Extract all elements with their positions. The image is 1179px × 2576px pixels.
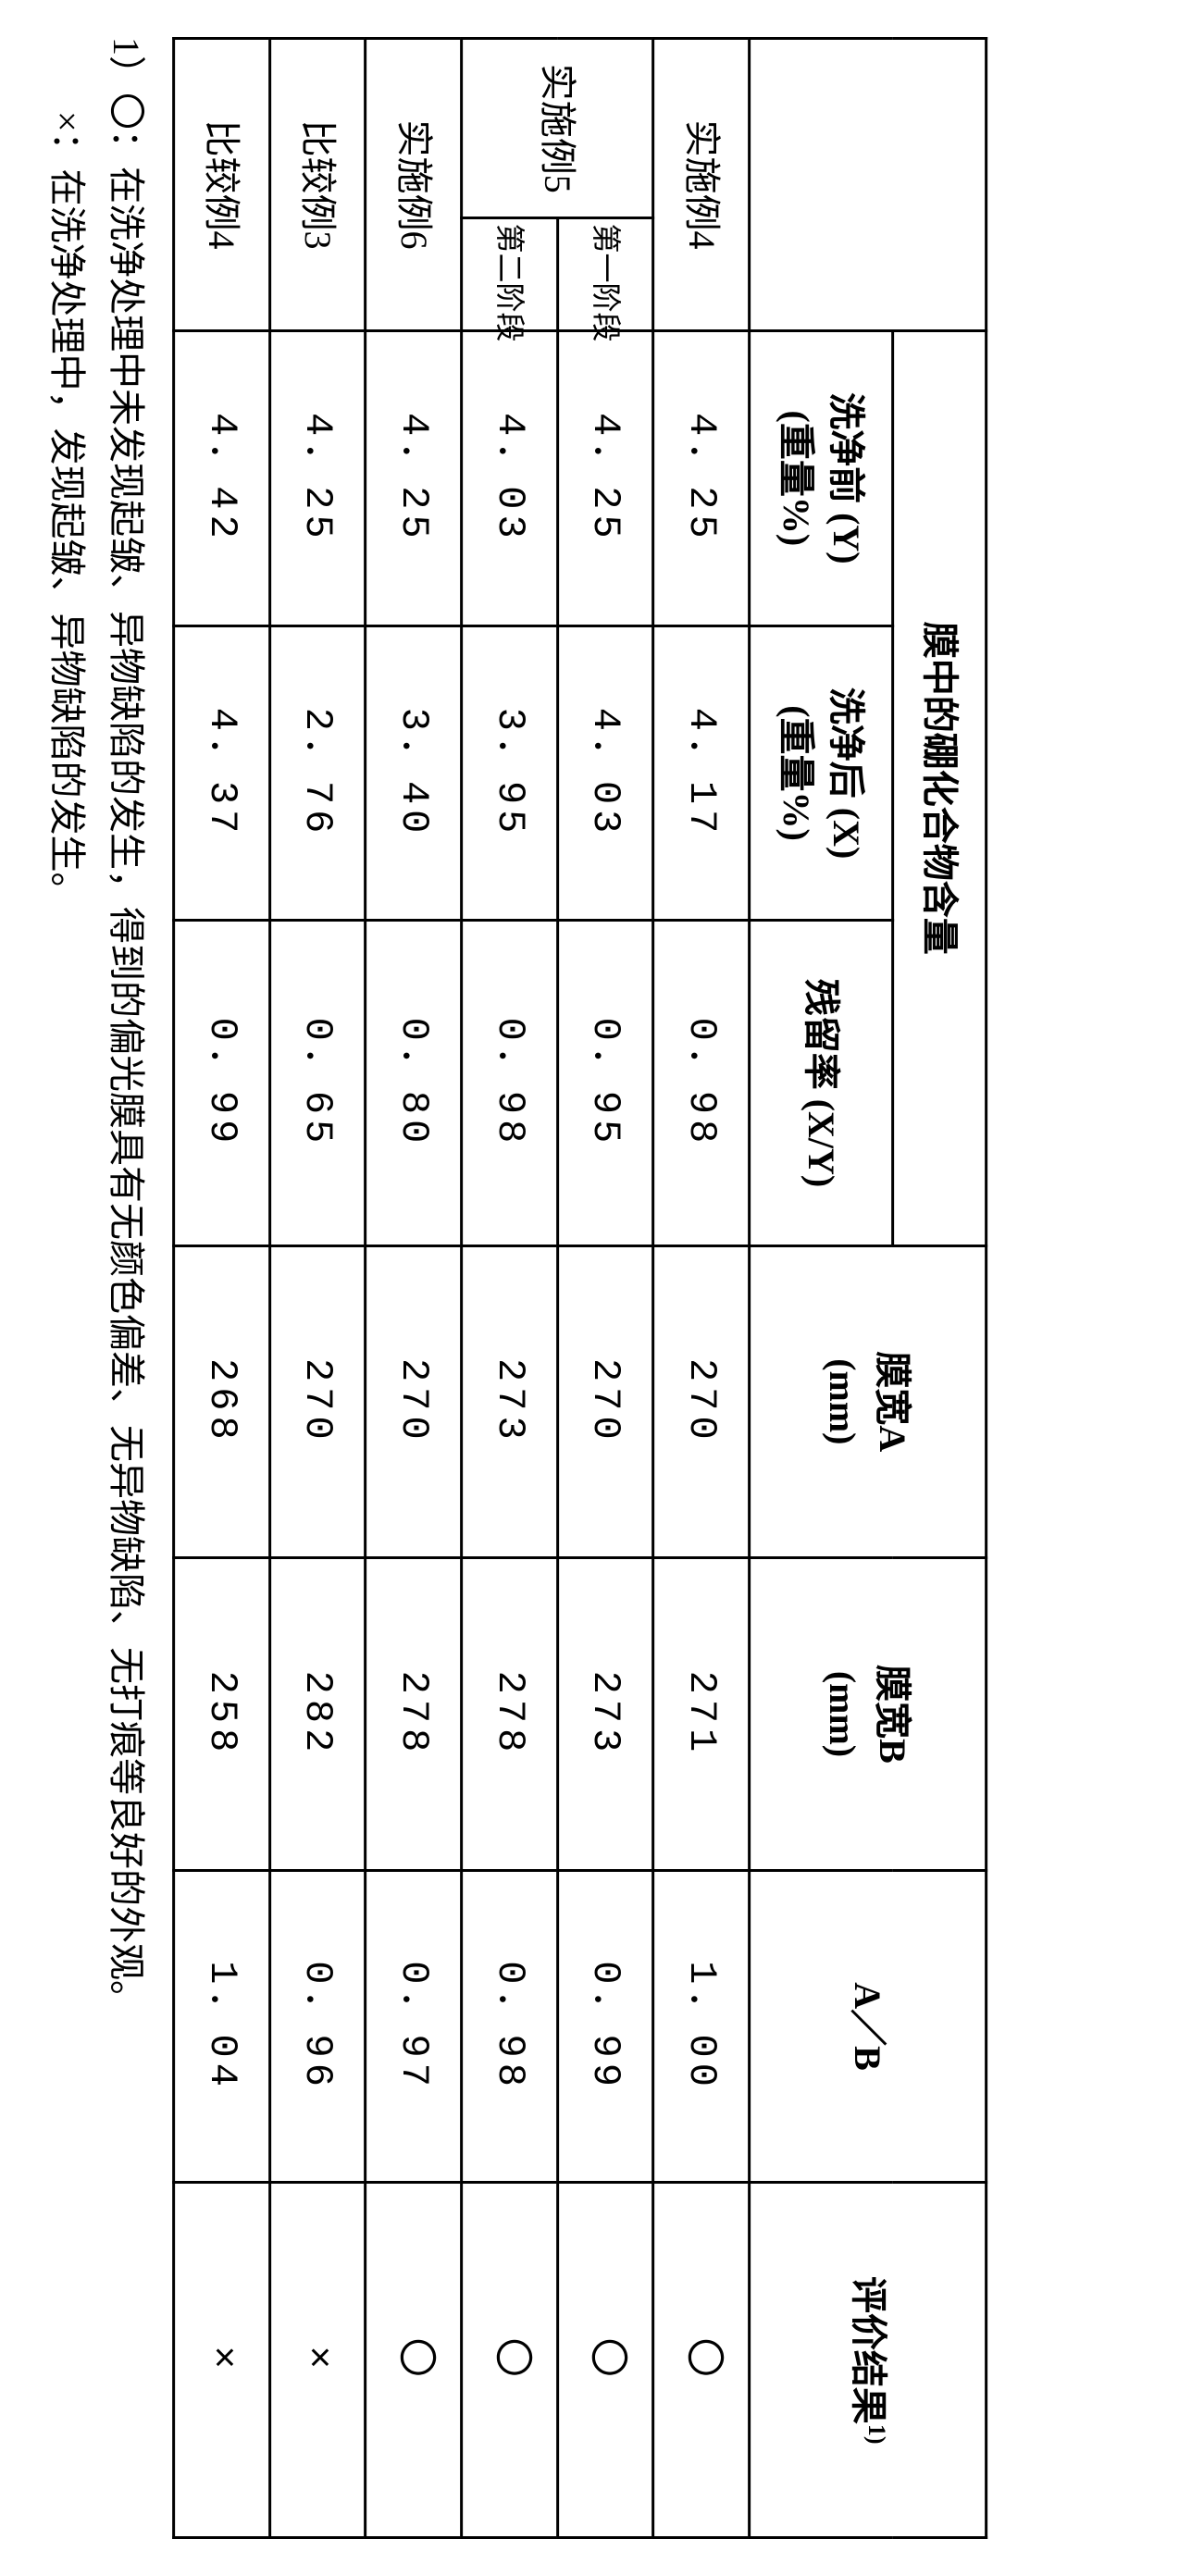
cell-xy: 0．98 — [653, 921, 750, 1245]
data-table: 膜中的硼化合物含量 膜宽A (mm) 膜宽B (mm) A／B 评价结果1) 洗… — [172, 37, 987, 2539]
footnote-line-2: ×：在洗净处理中，发现起皱、异物缺陷的发生。 — [37, 37, 96, 2539]
cell-y: 4．03 — [462, 331, 558, 626]
cell-y: 4．25 — [557, 331, 653, 626]
cell-x: 2．76 — [269, 625, 366, 921]
cell-x: 4．17 — [653, 625, 750, 921]
cell-res: 〇 — [366, 2183, 462, 2538]
row-label: 实施例5 — [462, 39, 653, 218]
cell-xy: 0．80 — [366, 921, 462, 1245]
header-blank — [750, 39, 987, 331]
table-row: 实施例4 4．25 4．17 0．98 270 271 1．00 〇 — [653, 39, 750, 2538]
cell-xy: 0．99 — [174, 921, 270, 1245]
cell-y: 4．25 — [269, 331, 366, 626]
row-label: 实施例6 — [366, 39, 462, 331]
cell-a: 270 — [366, 1245, 462, 1558]
stage-label: 第一阶段 — [557, 218, 653, 331]
cell-a: 268 — [174, 1245, 270, 1558]
cell-res: 〇 — [653, 2183, 750, 2538]
row-label: 比较例4 — [174, 39, 270, 331]
row-label: 实施例4 — [653, 39, 750, 331]
header-ratio-ab: A／B — [750, 1870, 987, 2183]
cell-ab: 0．98 — [462, 1870, 558, 2183]
cell-res: × — [269, 2183, 366, 2538]
table-header-row: 膜中的硼化合物含量 膜宽A (mm) 膜宽B (mm) A／B 评价结果1) — [893, 39, 987, 2538]
cell-ab: 1．00 — [653, 1870, 750, 2183]
cell-b: 278 — [462, 1558, 558, 1871]
row-label: 比较例3 — [269, 39, 366, 331]
table-row: 实施例5 第一阶段 4．25 4．03 0．95 270 273 0．99 〇 — [557, 39, 653, 2538]
cell-b: 258 — [174, 1558, 270, 1871]
cell-xy: 0．95 — [557, 921, 653, 1245]
header-result: 评价结果1) — [750, 2183, 987, 2538]
cell-y: 4．25 — [366, 331, 462, 626]
cell-res: 〇 — [557, 2183, 653, 2538]
cell-x: 4．37 — [174, 625, 270, 921]
header-result-text: 评价结果 — [847, 2276, 888, 2424]
cell-res: × — [174, 2183, 270, 2538]
cell-res: 〇 — [462, 2183, 558, 2538]
stage-label: 第二阶段 — [462, 218, 558, 331]
cell-xy: 0．65 — [269, 921, 366, 1245]
table-row: 比较例4 4．42 4．37 0．99 268 258 1．04 × — [174, 39, 270, 2538]
header-result-sup: 1) — [863, 2424, 890, 2445]
cell-b: 282 — [269, 1558, 366, 1871]
header-retention: 残留率 (X/Y) — [750, 921, 893, 1245]
header-after-wash: 洗净后 (X) (重量%) — [750, 625, 893, 921]
header-before-wash: 洗净前 (Y) (重量%) — [750, 331, 893, 626]
header-width-b: 膜宽B (mm) — [750, 1558, 987, 1871]
cell-ab: 0．99 — [557, 1870, 653, 2183]
cell-b: 273 — [557, 1558, 653, 1871]
cell-a: 270 — [557, 1245, 653, 1558]
table-row: 第二阶段 4．03 3．95 0．98 273 278 0．98 〇 — [462, 39, 558, 2538]
cell-b: 271 — [653, 1558, 750, 1871]
footnote-line-1: 1）〇：在洗净处理中未发现起皱、异物缺陷的发生，得到的偏光膜具有无颜色偏差、无异… — [96, 37, 155, 2539]
cell-xy: 0．98 — [462, 921, 558, 1245]
cell-y: 4．25 — [653, 331, 750, 626]
cell-ab: 0．97 — [366, 1870, 462, 2183]
cell-b: 278 — [366, 1558, 462, 1871]
footnote: 1）〇：在洗净处理中未发现起皱、异物缺陷的发生，得到的偏光膜具有无颜色偏差、无异… — [37, 37, 155, 2539]
header-boron-group: 膜中的硼化合物含量 — [893, 331, 987, 1246]
cell-a: 270 — [653, 1245, 750, 1558]
cell-y: 4．42 — [174, 331, 270, 626]
cell-a: 273 — [462, 1245, 558, 1558]
header-width-a: 膜宽A (mm) — [750, 1245, 987, 1558]
cell-x: 4．03 — [557, 625, 653, 921]
table-row: 实施例6 4．25 3．40 0．80 270 278 0．97 〇 — [366, 39, 462, 2538]
cell-x: 3．95 — [462, 625, 558, 921]
cell-ab: 0．96 — [269, 1870, 366, 2183]
table-row: 比较例3 4．25 2．76 0．65 270 282 0．96 × — [269, 39, 366, 2538]
cell-ab: 1．04 — [174, 1870, 270, 2183]
cell-x: 3．40 — [366, 625, 462, 921]
cell-a: 270 — [269, 1245, 366, 1558]
